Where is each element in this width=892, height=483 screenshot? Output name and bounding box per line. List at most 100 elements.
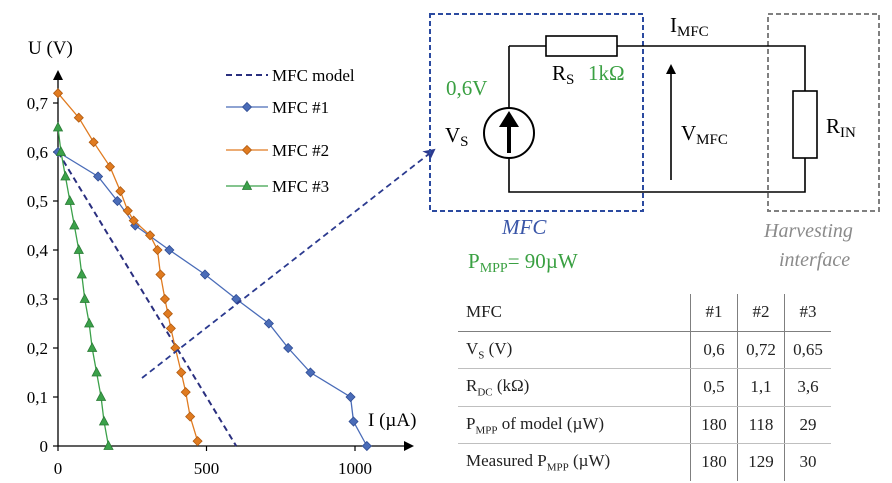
source-value-label: 0,6V [446, 76, 487, 100]
data-point [73, 244, 84, 254]
harvesting-label-line1: Harvesting [763, 220, 853, 242]
data-point [164, 244, 175, 256]
data-point [263, 318, 274, 329]
mfc-box-label: MFC [501, 215, 547, 239]
series-3 [52, 88, 203, 447]
data-point [76, 268, 87, 279]
data-point [52, 88, 64, 99]
rs-label: RS [552, 61, 574, 88]
legend-label: MFC #1 [272, 98, 329, 117]
vmfc-label: VMFC [681, 121, 728, 148]
rs-value-label: 1kΩ [588, 61, 625, 85]
series-line [57, 151, 238, 447]
data-point [69, 219, 80, 230]
vs-label: VS [445, 123, 469, 150]
data-point [165, 323, 176, 334]
y-ticks: 0 0,1 0,2 0,3 0,4 0,5 0,6 0,7 [27, 94, 58, 456]
mfc-parameters-table: MFC #1 #2 #3 VS (V) 0,6 0,72 0,65 RDC (k… [458, 294, 831, 481]
table-header-cell: #2 [737, 294, 785, 332]
table-header-row: MFC #1 #2 #3 [458, 294, 831, 332]
table-cell: 129 [737, 443, 785, 481]
table-cell: 0,6 [690, 331, 738, 369]
circuit-wires [508, 45, 806, 193]
data-point [52, 121, 64, 132]
pmpp-label: PMPP= 90µW [468, 249, 578, 276]
row-label: VS (V) [458, 331, 691, 369]
legend: MFC model MFC #1 MFC #2 MFC #3 [226, 66, 355, 196]
data-point [79, 293, 90, 303]
x-tick-label: 1000 [338, 459, 372, 478]
y-tick-label: 0,4 [27, 241, 49, 260]
data-point [162, 308, 173, 319]
table-cell: 30 [784, 443, 831, 481]
data-point [185, 411, 196, 422]
row-label: Measured PMPP (µW) [466, 451, 611, 474]
table-cell: 3,6 [784, 368, 831, 407]
table-row: VS (V) 0,6 0,72 0,65 [458, 331, 831, 369]
table-cell: 0,5 [690, 368, 738, 407]
series-4 [52, 121, 114, 450]
data-point [55, 146, 67, 156]
iv-chart: U (V) I (µA) 0 0,1 0,2 0,3 0,4 0,5 0,6 0,7 0 500… [27, 38, 417, 478]
table-header-label: MFC [458, 294, 691, 332]
data-point [103, 440, 114, 450]
legend-marker [241, 180, 253, 190]
data-point [283, 342, 294, 354]
data-point [199, 269, 211, 280]
data-point [361, 440, 372, 452]
data-point [192, 436, 203, 447]
source-arrowhead-icon [499, 111, 519, 127]
legend-label: MFC #2 [272, 141, 329, 160]
data-point [88, 137, 99, 148]
imfc-label: IMFC [670, 13, 709, 40]
data-point [128, 215, 139, 226]
data-point [115, 186, 126, 197]
table-cell: 29 [784, 406, 831, 444]
data-point [93, 171, 104, 182]
data-point [95, 391, 107, 401]
data-point [122, 205, 133, 216]
table-row: RDC (kΩ) 0,5 1,1 3,6 [458, 368, 831, 407]
data-point [86, 342, 98, 352]
table-cell: 180 [690, 406, 738, 444]
data-point [145, 230, 156, 241]
table-cell: 0,72 [737, 331, 785, 369]
table-cell: 180 [690, 443, 738, 481]
harvesting-box [767, 13, 880, 212]
y-axis-label: U (V) [28, 38, 73, 59]
data-point [176, 367, 187, 378]
x-tick-label: 500 [194, 459, 220, 478]
table-row: Measured PMPP (µW) 180 129 30 [458, 443, 831, 481]
rin-resistor [792, 90, 818, 159]
y-tick-label: 0,7 [27, 94, 49, 113]
data-point [155, 269, 166, 280]
y-tick-label: 0,5 [27, 192, 48, 211]
legend-marker [241, 144, 253, 156]
series-line [57, 151, 368, 447]
series-1 [57, 151, 238, 447]
data-point [84, 317, 95, 328]
x-ticks: 0 500 1000 [54, 446, 372, 478]
circuit-diagram: IMFC 0,6V VS RS 1kΩ VMFC RIN MFC PMPP= 9… [429, 13, 880, 276]
table-header-cell: #1 [690, 294, 738, 332]
data-point [112, 195, 123, 207]
y-tick-label: 0,2 [27, 339, 48, 358]
data-point [73, 112, 84, 123]
legend-label: MFC #3 [272, 177, 329, 196]
legend-label: MFC model [272, 66, 355, 85]
data-point [98, 415, 110, 426]
table-cell: 1,1 [737, 368, 785, 407]
table-cell: 118 [737, 406, 785, 444]
data-point [180, 387, 191, 398]
legend-marker [241, 101, 253, 113]
harvesting-label-line2: interface [779, 249, 850, 271]
data-point [305, 367, 316, 378]
data-point [152, 244, 163, 256]
table-cell: 0,65 [784, 331, 831, 369]
data-point [91, 366, 102, 377]
rin-label: RIN [826, 114, 856, 141]
data-point [60, 170, 71, 181]
link-arrow [141, 148, 436, 379]
x-tick-label: 0 [54, 459, 63, 478]
